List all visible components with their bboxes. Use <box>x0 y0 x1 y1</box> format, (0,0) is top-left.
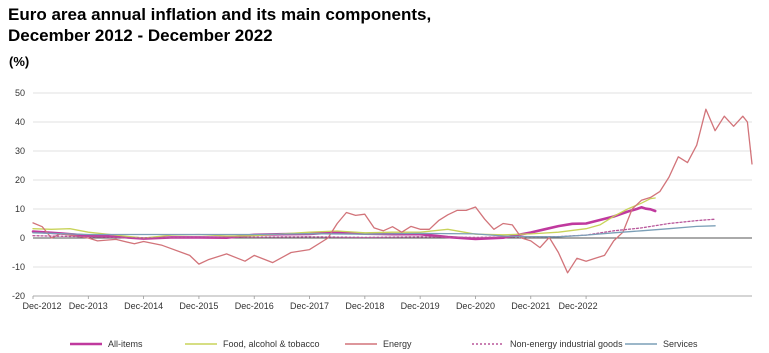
x-tick-label: Dec-2015 <box>179 301 218 311</box>
x-tick-label: Dec-2017 <box>290 301 329 311</box>
x-tick-label: Dec-2018 <box>345 301 384 311</box>
legend-label: Energy <box>383 339 412 349</box>
x-tick-label: Dec-2016 <box>235 301 274 311</box>
x-tick-label: Dec-2021 <box>511 301 550 311</box>
chart-title-line2: December 2012 - December 2022 <box>8 26 273 45</box>
legend-label: Food, alcohol & tobacco <box>223 339 320 349</box>
x-tick-label: Dec-2012 <box>22 301 61 311</box>
y-tick-label: -20 <box>12 291 25 301</box>
unit-label: (%) <box>9 54 30 69</box>
y-tick-label: 0 <box>20 233 25 243</box>
legend-label: All-items <box>108 339 143 349</box>
chart-title-line1: Euro area annual inflation and its main … <box>8 5 432 24</box>
x-tick-label: Dec-2014 <box>124 301 163 311</box>
chart-title: Euro area annual inflation and its main … <box>8 4 431 46</box>
y-tick-label: 40 <box>15 117 25 127</box>
y-tick-label: 20 <box>15 175 25 185</box>
series-line-energy <box>32 108 753 274</box>
x-tick-label: Dec-2019 <box>401 301 440 311</box>
y-tick-label: -10 <box>12 262 25 272</box>
legend-label: Services <box>663 339 698 349</box>
series-line-non-energy-industrial-goods <box>32 218 716 239</box>
x-tick-label: Dec-2022 <box>559 301 598 311</box>
series-line-food-alcohol-tobacco <box>32 197 656 239</box>
legend: All-items Food, alcohol & tobacco Energy No… <box>70 339 698 349</box>
x-tick-label: Dec-2020 <box>456 301 495 311</box>
series-line-services <box>32 225 716 238</box>
y-tick-label: 30 <box>15 146 25 156</box>
legend-label: Non-energy industrial goods <box>510 339 623 349</box>
series-lines <box>31 108 753 274</box>
axes: -20 -10 0 10 20 30 40 50 Dec-2012 Dec-2013 Dec-201… <box>12 88 752 311</box>
gridlines <box>33 92 752 297</box>
y-tick-label: 50 <box>15 88 25 98</box>
x-tick-label: Dec-2013 <box>69 301 108 311</box>
y-tick-label: 10 <box>15 204 25 214</box>
